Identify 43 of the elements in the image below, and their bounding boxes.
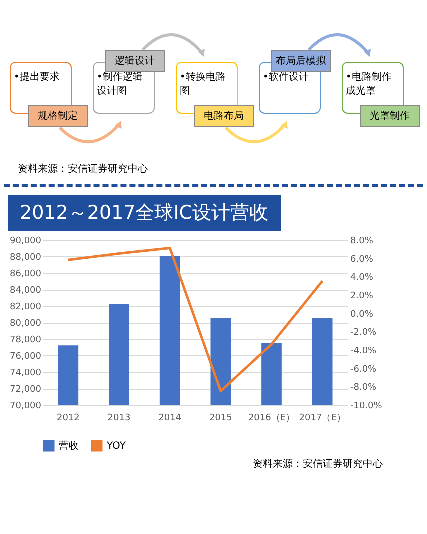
text: •转换电路图: [180, 72, 226, 97]
text: 逻辑设计: [105, 50, 165, 72]
text: •软件设计: [263, 72, 309, 83]
x-tick-label: 2015: [209, 414, 232, 424]
text: 资料来源：安信证券研究中心: [252, 458, 383, 471]
text: 光罩制作: [360, 105, 420, 127]
y2-tick-label: 6.0%: [350, 254, 374, 265]
y-tick-label: 74,000: [10, 368, 42, 378]
y-tick-label: 90,000: [10, 236, 42, 246]
y2-tick-label: -10.0%: [350, 402, 383, 412]
y2-tick-label: 4.0%: [350, 273, 374, 284]
x-tick-label: 2016（E）: [248, 414, 296, 424]
x-tick-label: 2012: [56, 414, 80, 424]
y-tick-label: 80,000: [10, 319, 42, 329]
text: 电路布局: [194, 105, 254, 127]
y-tick-label: 88,000: [10, 253, 42, 263]
y-tick-label: 76,000: [10, 352, 42, 362]
text: •制作逻辑设计图: [97, 72, 143, 97]
x-tick-label: 2017（E）: [299, 414, 346, 424]
y-tick-label: 78,000: [10, 336, 42, 346]
y-tick-label: 86,000: [10, 270, 42, 280]
text: •电路制作成光罩: [346, 72, 392, 97]
y2-tick-label: -2.0%: [350, 328, 378, 338]
y2-tick-label: -6.0%: [350, 364, 378, 375]
y-tick-label: 72,000: [10, 385, 42, 395]
y-tick-label: 82,000: [10, 302, 42, 312]
text: 规格制定: [28, 105, 88, 127]
legend-label: 营收: [59, 440, 79, 452]
text: 布局后模拟: [271, 50, 331, 72]
text: 资料来源：安信证券研究中心: [18, 162, 148, 176]
text: •提出要求: [14, 72, 60, 83]
x-tick-label: 2013: [108, 414, 131, 424]
x-tick-label: 2014: [158, 414, 182, 424]
chart-title: 2012～2017全球IC设计营收: [8, 195, 281, 231]
line-series: [67, 247, 324, 392]
y2-tick-label: -4.0%: [350, 346, 378, 356]
y2-tick-label: 2.0%: [350, 292, 374, 302]
y2-tick-label: 0.0%: [350, 310, 374, 320]
y-tick-label: 70,000: [10, 402, 42, 412]
y2-tick-label: 8.0%: [350, 236, 374, 246]
y-tick-label: 84,000: [10, 286, 42, 296]
y2-tick-label: -8.0%: [350, 383, 378, 394]
legend-label: YOY: [106, 441, 127, 452]
